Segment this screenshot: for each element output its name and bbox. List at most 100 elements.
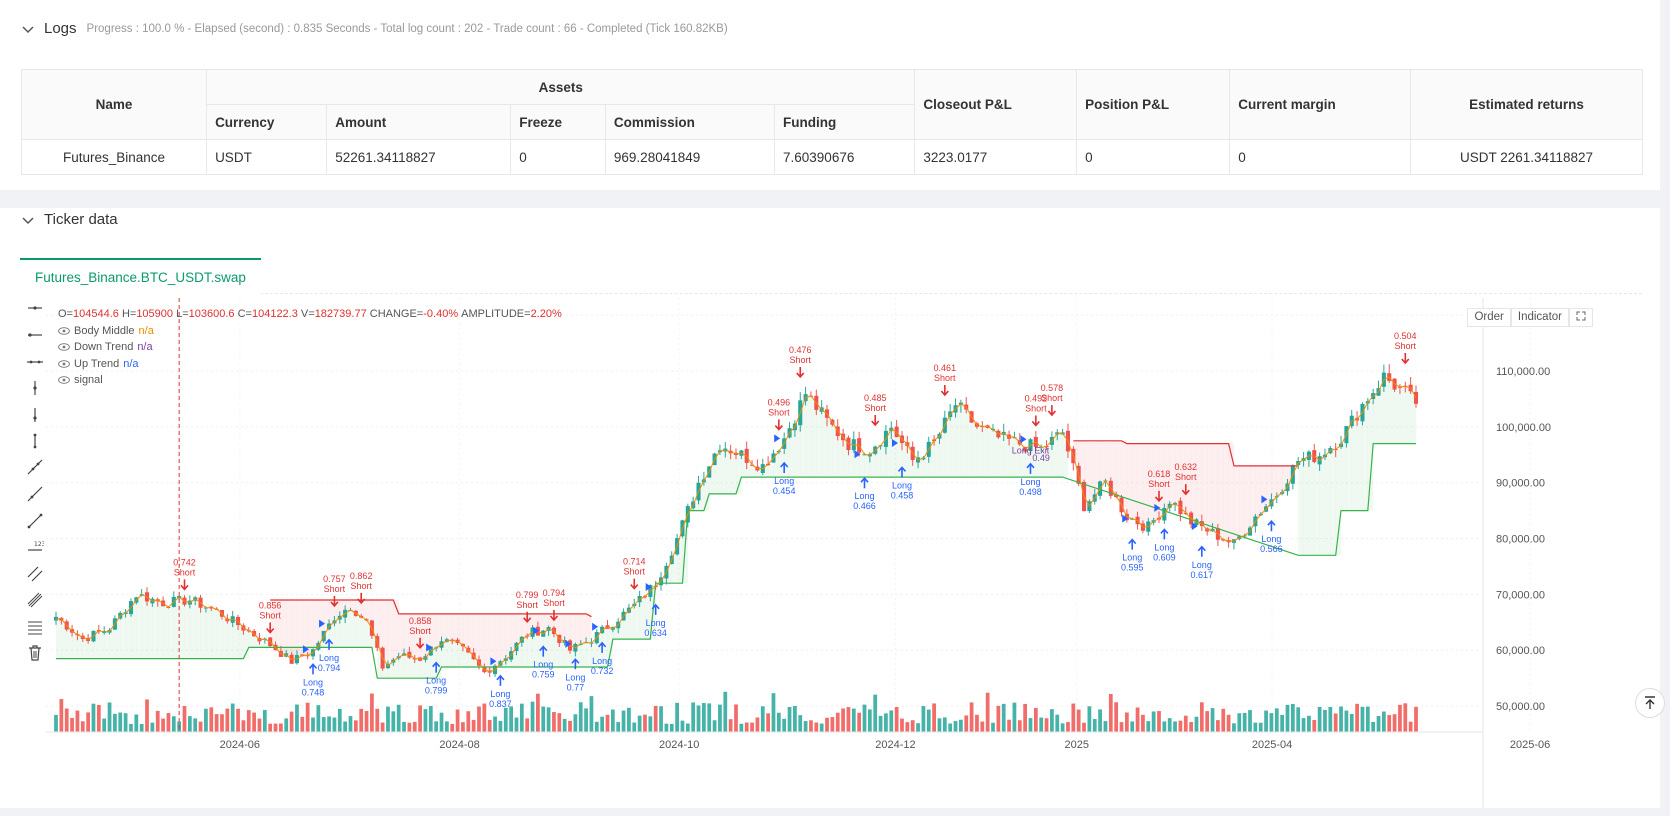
legend-up-trend[interactable]: Up Trend n/a bbox=[58, 356, 562, 373]
x-tick-label: 2025 bbox=[1065, 739, 1089, 751]
volume-bar bbox=[1317, 706, 1322, 732]
currency-header: Currency bbox=[206, 104, 328, 140]
up-trend-fill bbox=[500, 661, 506, 667]
up-trend-fill bbox=[1003, 431, 1010, 478]
fullscreen-button[interactable] bbox=[1569, 308, 1593, 327]
chevron-down-icon[interactable] bbox=[20, 212, 36, 228]
volume-bar bbox=[787, 706, 792, 732]
short-signal-arrow bbox=[180, 579, 189, 591]
short-signal-arrow bbox=[940, 384, 949, 397]
parallel-channel-icon[interactable] bbox=[26, 565, 44, 583]
chart-area[interactable]: 123 0.742 Short 0.856 Short 0.757 Short 0.862 S… bbox=[20, 298, 1660, 808]
signal-value-label: 0.461 bbox=[934, 363, 957, 373]
volume-bar bbox=[1146, 721, 1151, 732]
signal-type-label: Short bbox=[259, 610, 281, 620]
horizontal-line-icon[interactable] bbox=[26, 326, 44, 344]
signal-value-label: 0.799 bbox=[425, 686, 448, 696]
signal-value-label: 0.466 bbox=[853, 501, 876, 511]
volume-bar bbox=[91, 703, 96, 732]
signal-value-label: 0.476 bbox=[789, 345, 812, 355]
down-trend-fill bbox=[409, 613, 415, 658]
signal-type-label: Short bbox=[789, 355, 811, 365]
volume-bar bbox=[230, 703, 235, 732]
signal-type-label: Short bbox=[1148, 479, 1170, 489]
down-trend-fill bbox=[495, 613, 501, 666]
down-trend-fill bbox=[377, 599, 383, 648]
scroll-top-button[interactable] bbox=[1635, 688, 1665, 718]
up-trend-fill bbox=[1335, 449, 1342, 556]
tab-btc-usdt-swap[interactable]: Futures_Binance.BTC_USDT.swap bbox=[20, 258, 261, 294]
volume-bar bbox=[198, 721, 203, 732]
legend-body-middle[interactable]: Body Middle n/a bbox=[58, 323, 562, 340]
ticker-header[interactable]: Ticker data bbox=[20, 211, 128, 228]
signal-type-label: Short bbox=[409, 626, 431, 636]
down-trend-fill bbox=[478, 613, 485, 666]
up-trend-fill bbox=[200, 607, 207, 659]
trash-icon[interactable] bbox=[26, 644, 44, 662]
volume-bar bbox=[1173, 721, 1177, 732]
up-trend-fill bbox=[462, 646, 469, 667]
volume-bar bbox=[1028, 718, 1033, 732]
fibonacci-icon[interactable] bbox=[26, 618, 44, 636]
volume-bar bbox=[1355, 703, 1359, 732]
trend-line-icon[interactable] bbox=[26, 458, 44, 476]
eye-icon[interactable] bbox=[58, 327, 70, 335]
segment-line-icon[interactable] bbox=[26, 512, 44, 530]
volume-bar bbox=[894, 707, 899, 732]
down-trend-fill bbox=[1175, 443, 1181, 503]
extended-line-icon[interactable] bbox=[26, 353, 44, 371]
short-signal-arrow bbox=[1401, 353, 1410, 365]
long-signal-arrow bbox=[571, 658, 580, 670]
up-trend-fill bbox=[880, 445, 887, 478]
signal-type-label: Short bbox=[543, 598, 565, 608]
eye-icon[interactable] bbox=[58, 376, 70, 384]
volume-bar bbox=[171, 716, 176, 732]
indicator-button[interactable]: Indicator bbox=[1510, 308, 1569, 327]
volume-bar bbox=[1071, 703, 1076, 732]
up-trend-fill bbox=[163, 606, 169, 659]
up-trend-fill bbox=[666, 565, 672, 584]
volume-bar bbox=[1387, 715, 1392, 732]
order-button[interactable]: Order bbox=[1467, 308, 1511, 327]
long-signal-arrow bbox=[1128, 538, 1137, 550]
vertical-ray-icon[interactable] bbox=[26, 406, 44, 424]
volume-bar bbox=[959, 719, 963, 732]
row-estimated-returns: USDT 2261.34118827 bbox=[1410, 139, 1643, 175]
up-trend-fill bbox=[789, 428, 796, 478]
price-channel-icon[interactable] bbox=[26, 591, 44, 609]
volume-bar bbox=[268, 723, 273, 732]
down-trend-fill bbox=[1282, 465, 1288, 493]
volume-bar bbox=[1178, 720, 1183, 732]
volume-bar bbox=[718, 704, 722, 732]
chevron-down-icon[interactable] bbox=[20, 21, 36, 37]
y-tick-label: 80,000.00 bbox=[1496, 534, 1545, 546]
logs-title: Logs bbox=[44, 20, 77, 37]
logs-header[interactable]: Logs Progress : 100.0 % - Elapsed (secon… bbox=[20, 20, 728, 37]
signal-type-label: Long bbox=[1154, 542, 1174, 552]
volume-bar bbox=[793, 706, 797, 732]
volume-bar bbox=[466, 711, 471, 732]
up-trend-fill bbox=[1405, 386, 1411, 444]
price-line-icon[interactable]: 123 bbox=[26, 538, 44, 556]
horizontal-ray-icon[interactable] bbox=[26, 299, 44, 317]
eye-icon[interactable] bbox=[58, 360, 70, 368]
up-trend-fill bbox=[88, 640, 94, 659]
legend-down-trend[interactable]: Down Trend n/a bbox=[58, 339, 562, 356]
up-trend-fill bbox=[1014, 437, 1020, 478]
y-tick-label: 110,000.00 bbox=[1496, 366, 1550, 378]
down-trend-fill bbox=[516, 613, 523, 643]
volume-bar bbox=[353, 720, 358, 732]
vertical-segment-icon[interactable] bbox=[26, 432, 44, 450]
x-tick-label: 2024-12 bbox=[875, 739, 915, 751]
volume-bar bbox=[643, 714, 647, 732]
volume-bar bbox=[493, 716, 497, 732]
legend-signal[interactable]: signal bbox=[58, 372, 562, 389]
down-trend-fill bbox=[505, 613, 512, 659]
ray-line-icon[interactable] bbox=[26, 485, 44, 503]
x-tick-label: 2024-06 bbox=[220, 739, 260, 751]
up-trend-fill bbox=[773, 453, 780, 478]
vertical-line-icon[interactable] bbox=[26, 379, 44, 397]
eye-icon[interactable] bbox=[58, 343, 70, 351]
up-trend-fill bbox=[853, 439, 860, 478]
up-trend-fill bbox=[393, 659, 399, 679]
